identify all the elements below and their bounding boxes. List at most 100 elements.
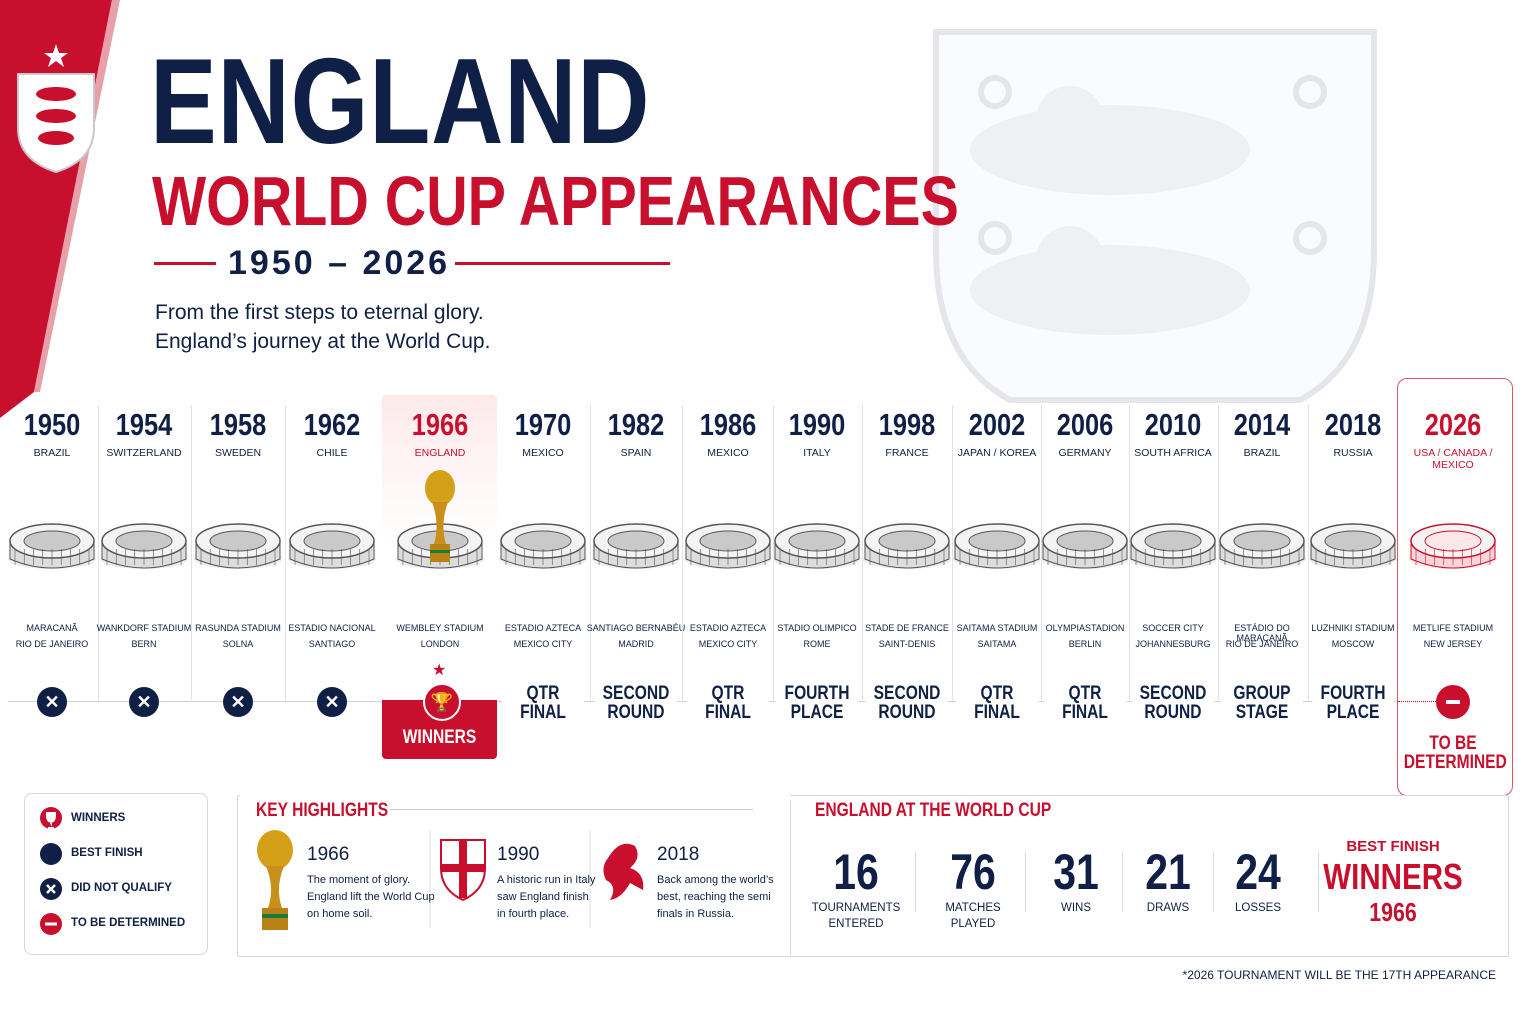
stadium-name: ESTÁDIO DO MARACANÃ <box>1234 623 1290 643</box>
result-text: PLACE <box>1312 703 1394 722</box>
stadium-name: WANKDORF STADIUM <box>96 623 192 633</box>
dotted-link <box>1398 701 1436 702</box>
stadium-city: MOSCOW <box>1331 639 1375 649</box>
stat-label: WINS <box>1060 902 1092 914</box>
stadium-city: SANTIAGO <box>308 639 356 649</box>
column-year-text: 2014 <box>1233 407 1291 442</box>
column-host: ITALY <box>803 447 831 459</box>
legend-label: BEST FINISH <box>71 847 143 859</box>
stadium-name: ESTADIO AZTECA <box>689 623 767 633</box>
column-year: 1998 <box>861 407 953 443</box>
intro-line: From the first steps to eternal glory. <box>155 301 484 324</box>
highlight-text: A historic run in Italy <box>497 874 596 886</box>
stripe-edge <box>34 0 120 392</box>
column-year: 1990 <box>771 407 863 443</box>
footnote: *2026 TOURNAMENT WILL BE THE 17TH APPEAR… <box>1182 968 1496 982</box>
column-host: BRAZIL <box>1243 447 1281 459</box>
stadium-name: WEMBLEY STADIUM <box>396 623 484 633</box>
corner-badge <box>17 44 95 174</box>
timeline: 1950 BRAZIL MARACANÃ RIO DE JANEIRO ✕ 1954 SWI… <box>6 378 1513 796</box>
rule <box>390 809 753 810</box>
section-title-text: KEY HIGHLIGHTS <box>256 800 389 821</box>
result-text: FOURTH <box>776 684 858 703</box>
legend-label: WINNERS <box>71 812 126 824</box>
result-text: QTR <box>1044 684 1126 703</box>
column: 2002 JAPAN / KOREA SAITAMA STADIUM SAITAMA <box>951 395 1043 760</box>
rule <box>154 262 216 265</box>
winners-star: ★ <box>432 662 447 679</box>
column-year: 2018 <box>1307 407 1399 443</box>
column-separator <box>1217 405 1219 700</box>
stat-value: 76 <box>950 844 996 900</box>
column-separator <box>772 405 774 700</box>
column: 2026 USA / CANADA / MEXICO METLIFE STADIUM… <box>1407 395 1499 760</box>
stadium-city: SAINT-DENIS <box>878 639 936 649</box>
highlight-text: finals in Russia. <box>657 908 735 920</box>
column-year: 1966 <box>394 407 486 443</box>
result-text: GROUP <box>1221 684 1303 703</box>
stadium-name: ESTADIO NACIONAL <box>288 623 376 633</box>
column: 1982 SPAIN SANTIAGO BERNABÉU MADRID <box>587 395 686 760</box>
stat-divider <box>914 852 916 912</box>
panel-gap <box>240 790 790 802</box>
column-year-text: 2002 <box>968 407 1026 442</box>
result-text: TO BE <box>1429 733 1477 754</box>
highlight-text: saw England finish <box>497 891 589 903</box>
rule <box>455 262 670 265</box>
column-host: MEXICO <box>522 447 564 459</box>
result-text: DETERMINED <box>1403 752 1507 773</box>
column-year-text: 2010 <box>1144 407 1202 442</box>
column-year: 1958 <box>192 407 284 443</box>
column-host: SWEDEN <box>214 447 262 459</box>
result-text: FINAL <box>502 703 584 722</box>
column: 1950 BRAZIL MARACANÃ RIO DE JANEIRO <box>6 395 98 760</box>
stadium-name: OLYMPIASTADION <box>1045 623 1125 633</box>
result-text: SECOND <box>1132 684 1214 703</box>
subtitle-text: WORLD CUP APPEARANCES <box>152 162 959 240</box>
best-year: 1966 <box>1369 897 1417 927</box>
did-not-qualify-icon: ✕ <box>37 687 67 717</box>
column-host: SOUTH AFRICA <box>1134 447 1212 459</box>
result-text: STAGE <box>1221 703 1303 722</box>
column-host: RUSSIA <box>1333 447 1373 459</box>
highlight-text: The moment of glory. <box>307 874 411 886</box>
stadium-illustration <box>1409 523 1497 569</box>
highlight-text: in fourth place. <box>497 908 570 920</box>
stadium-city: BERN <box>131 639 157 649</box>
column: 2018 RUSSIA LUZHNIKI STADIUM MOSCOW <box>1307 395 1399 760</box>
future-column <box>1397 378 1513 796</box>
stat-divider <box>1122 852 1123 912</box>
trophy-icon <box>257 830 293 930</box>
column-host: SPAIN <box>620 447 652 459</box>
result-text: PLACE <box>776 703 858 722</box>
column-separator <box>1041 405 1042 700</box>
stadium-name: MARACANÃ <box>26 623 78 633</box>
section-title: KEY HIGHLIGHTS <box>256 800 417 822</box>
column-year-text: 2026 <box>1424 407 1482 442</box>
column: 1954 SWITZERLAND WANKDORF STADIUM BERN <box>97 395 192 760</box>
column: 2014 BRAZIL ESTÁDIO DO MARACANÃ RIO DE JANE… <box>1216 395 1308 760</box>
highlight-text: England lift the World Cup <box>307 891 435 903</box>
highlight-text: best, reaching the semi <box>657 891 771 903</box>
column: 2006 GERMANY OLYMPIASTADION BERLIN <box>1039 395 1131 760</box>
section-title-text: ENGLAND AT THE WORLD CUP <box>815 800 1052 821</box>
stadium-illustration <box>8 523 96 569</box>
stadium-city: JOHANNESBURG <box>1135 639 1211 649</box>
column-year-text: 1950 <box>23 407 81 442</box>
column-year: 2014 <box>1216 407 1308 443</box>
result-text: WINNERS <box>402 727 477 748</box>
stadium-city: LONDON <box>420 639 460 649</box>
stadium-city: NEW JERSEY <box>1423 639 1483 649</box>
stadium-city: ROME <box>803 639 831 649</box>
column-year-text: 1970 <box>514 407 572 442</box>
highlight-year: 1990 <box>497 844 540 865</box>
stat-label: DRAWS <box>1146 902 1190 914</box>
stadium-city: MEXICO CITY <box>513 639 573 649</box>
stat-value: 24 <box>1235 844 1281 900</box>
column-separator <box>952 405 953 700</box>
column-host: CHILE <box>316 447 348 459</box>
result-text: FINAL <box>1044 703 1126 722</box>
title-text: ENGLAND <box>150 33 651 169</box>
column-separator <box>862 405 863 700</box>
